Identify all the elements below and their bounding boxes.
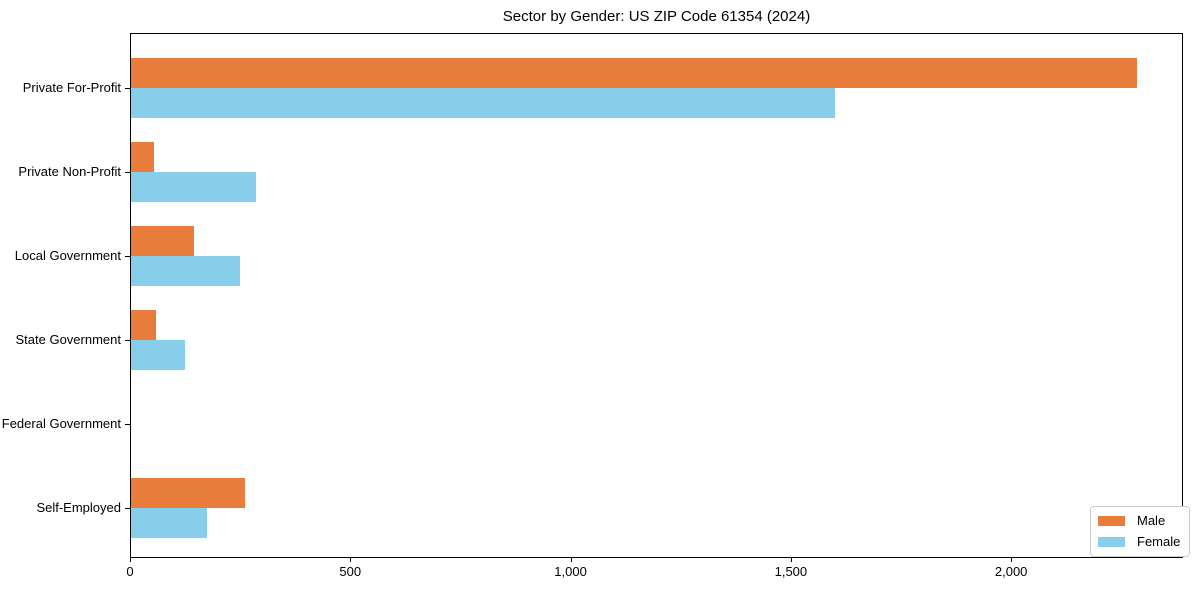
x-axis-tick <box>570 558 572 562</box>
y-axis-label: State Government <box>15 332 122 347</box>
x-axis-tick-label: 0 <box>126 564 134 579</box>
bar-female-1 <box>130 172 256 202</box>
bar-female-0 <box>130 88 835 118</box>
y-axis-label: Private For-Profit <box>22 80 121 95</box>
legend-swatch-female <box>1098 537 1125 547</box>
y-axis-tick <box>125 88 130 89</box>
y-axis-tick <box>125 508 130 509</box>
y-axis-tick <box>125 172 130 173</box>
bar-female-3 <box>130 340 186 370</box>
x-axis-tick-label: 1,000 <box>554 564 587 579</box>
bar-male-5 <box>130 478 245 508</box>
bar-male-3 <box>130 310 157 340</box>
bar-male-2 <box>130 226 194 256</box>
y-axis-tick <box>125 256 130 257</box>
x-axis-tick-label: 500 <box>339 564 362 579</box>
legend-entry-female: Female <box>1098 534 1180 550</box>
y-axis-label: Self-Employed <box>36 500 121 515</box>
x-axis-tick-label: 2,000 <box>994 564 1028 579</box>
y-axis-label: Private Non-Profit <box>18 164 121 179</box>
x-axis-tick <box>350 558 352 562</box>
y-axis-tick <box>125 340 130 341</box>
legend-entry-male: Male <box>1098 513 1180 529</box>
bar-female-5 <box>130 508 208 538</box>
y-axis-label: Local Government <box>14 248 121 263</box>
legend: Male Female <box>1090 506 1191 557</box>
bar-male-0 <box>130 58 1137 88</box>
x-axis-tick <box>790 558 792 562</box>
bar-female-2 <box>130 256 241 286</box>
legend-label: Female <box>1137 534 1181 549</box>
legend-label: Male <box>1137 513 1166 528</box>
x-axis-tick-label: 1,500 <box>774 564 808 579</box>
y-axis-label: Federal Government <box>1 416 121 431</box>
x-axis-tick <box>130 558 131 562</box>
x-axis-tick <box>1011 558 1013 562</box>
legend-swatch-male <box>1098 516 1125 526</box>
bar-male-1 <box>130 142 155 172</box>
chart-title: Sector by Gender: US ZIP Code 61354 (202… <box>502 8 811 25</box>
y-axis-tick <box>125 424 130 425</box>
